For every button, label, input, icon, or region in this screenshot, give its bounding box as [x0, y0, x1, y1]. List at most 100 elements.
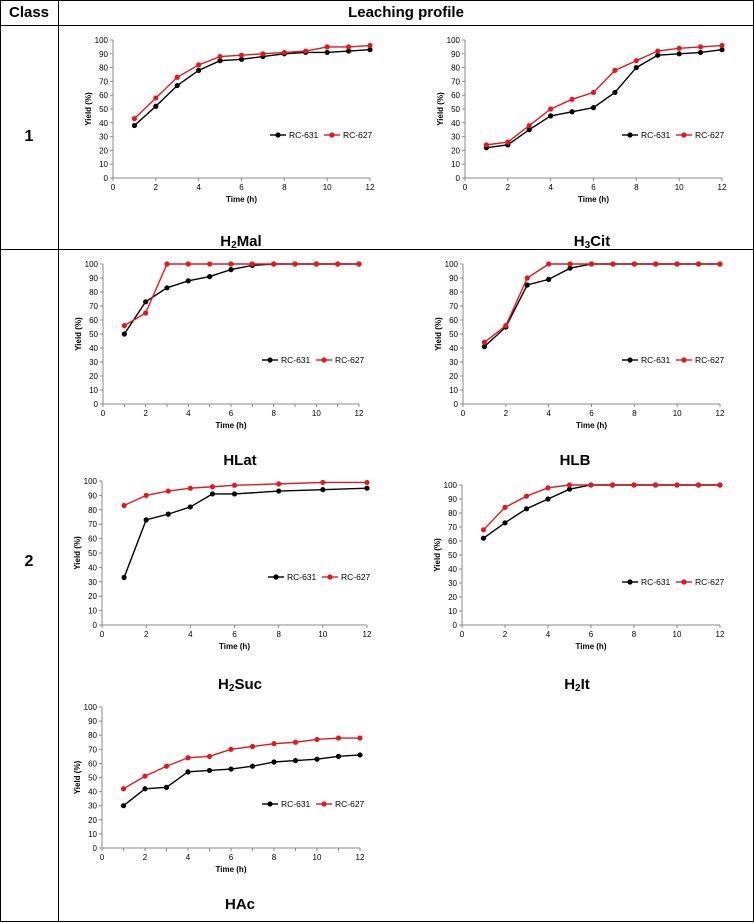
h2it-series-rc-627-point — [609, 482, 616, 488]
hlat-x-tick-label: 8 — [271, 409, 276, 418]
hac-series-rc-627-point — [120, 786, 127, 792]
hac-y-tick-label: 50 — [88, 774, 97, 783]
hac-series-rc-627-point — [206, 753, 213, 759]
h2mal-series-rc-627-point — [131, 116, 138, 122]
caption-hlat: HLat — [160, 452, 320, 470]
h2it-series-rc-627-point — [502, 504, 508, 510]
hlat-x-tick-label: 0 — [101, 409, 106, 418]
hlb-y-tick-label: 80 — [449, 288, 458, 297]
h2suc-series-rc-627-point — [231, 482, 238, 488]
hac-series-rc-631-point — [185, 769, 191, 775]
hac-series-rc-627-point — [185, 755, 191, 761]
h2mal-y-tick-label: 90 — [99, 50, 108, 59]
h2mal-x-tick-label: 6 — [239, 183, 244, 192]
h2it-legend-rc-631-label: RC-631 — [641, 577, 671, 587]
hac-series-rc-631-line — [123, 754, 361, 807]
h2it-y-tick-label: 90 — [448, 495, 457, 504]
hlat-series-rc-631-point — [164, 285, 170, 291]
h3cit-series-rc-631-point — [526, 127, 532, 133]
hac-y-axis-title: Yield (%) — [73, 760, 82, 794]
h2mal-legend-rc-631-label: RC-631 — [289, 130, 319, 140]
h3cit-legend-rc-627-label: RC-627 — [695, 130, 725, 140]
h2it-series-rc-631-point — [545, 496, 551, 502]
hlat-series-rc-627-point — [207, 261, 213, 267]
hac-series-rc-627-point — [292, 739, 299, 745]
hlb-series-rc-631-point — [567, 265, 573, 271]
h2it-legend-rc-631-marker — [627, 579, 633, 585]
h2mal-series-rc-627-point — [303, 48, 309, 54]
hac-x-tick-label: 4 — [186, 853, 191, 862]
h2suc-x-axis-title: Time (h) — [219, 642, 250, 651]
hlat-series-rc-631-point — [207, 274, 213, 280]
h2it-series-rc-627-line — [482, 484, 720, 531]
hlb-y-axis-title: Yield (%) — [434, 317, 443, 351]
hlb-series-rc-627-point — [481, 339, 488, 345]
h2suc-series-rc-631-point — [187, 504, 193, 510]
hac-legend-rc-627-label: RC-627 — [335, 799, 365, 809]
h2mal-series-rc-631-point — [217, 58, 223, 64]
hlb-x-tick-label: 4 — [546, 409, 551, 418]
h2mal-series-rc-631-point — [196, 67, 202, 73]
hlb-y-tick-label: 100 — [445, 260, 459, 269]
hlat-series-rc-627-point — [313, 261, 319, 267]
hlb-y-tick-label: 30 — [449, 358, 458, 367]
hlat-y-tick-label: 60 — [89, 316, 98, 325]
caption-h2it: H2It — [497, 676, 657, 694]
hlb-series-rc-627-point — [524, 275, 530, 281]
h2mal-y-tick-label: 30 — [99, 133, 108, 142]
hlat-legend-rc-631-label: RC-631 — [281, 355, 311, 365]
h2it-y-tick-label: 40 — [448, 565, 457, 574]
h2suc-x-tick-label: 6 — [232, 630, 237, 639]
h2suc-legend-rc-627-marker — [327, 574, 333, 580]
hlb-x-tick-label: 2 — [504, 409, 509, 418]
hlb-y-tick-label: 0 — [454, 400, 459, 409]
hlb-series-rc-627-point — [653, 261, 659, 267]
h2suc-y-tick-label: 0 — [93, 621, 98, 630]
h2mal-series-rc-631-point — [174, 82, 180, 89]
hlat-series-rc-627-point — [185, 261, 191, 267]
h2mal-series-rc-631-point — [153, 103, 159, 109]
h2it-y-tick-label: 20 — [448, 593, 457, 602]
caption-h3cit-post: Cit — [590, 233, 611, 250]
h2it-y-tick-label: 80 — [448, 509, 457, 518]
hac-legend-rc-627-marker — [321, 801, 327, 807]
hlb-series-rc-627-point — [503, 323, 509, 329]
hac-series-rc-631-point — [249, 763, 256, 769]
hac-series-rc-631-point — [271, 759, 277, 765]
hac-y-tick-label: 80 — [88, 731, 97, 740]
h2it-x-tick-label: 2 — [503, 630, 508, 639]
h2mal-x-tick-label: 12 — [366, 183, 375, 192]
hac-series-rc-631-point — [314, 756, 320, 762]
h2mal-series-rc-631-point — [131, 122, 138, 129]
table-border-column-divider — [58, 0, 59, 922]
h2mal-y-tick-label: 50 — [99, 105, 108, 114]
h2it-series-rc-627-point — [717, 482, 723, 488]
h2it-x-tick-label: 8 — [632, 630, 637, 639]
table-border-bottom — [0, 921, 754, 922]
h2mal-x-tick-label: 10 — [323, 183, 332, 192]
hlat-series-rc-631-point — [185, 278, 191, 284]
hlb-series-rc-627-point — [674, 261, 680, 267]
hlb-series-rc-627-line — [483, 263, 720, 343]
h2mal-series-rc-627-point — [345, 44, 352, 50]
caption-h2suc-post: Suc — [234, 676, 262, 693]
h2suc-x-tick-label: 10 — [318, 630, 327, 639]
h3cit-series-rc-627-point — [612, 67, 618, 73]
hlb-legend-rc-627-marker — [681, 357, 687, 363]
h2it-series-rc-627-point — [566, 482, 573, 488]
h2suc-series-rc-631-point — [231, 491, 238, 497]
hac-series-rc-631-point — [228, 766, 234, 772]
h2it-legend-rc-627-marker — [681, 579, 687, 585]
hlat-y-tick-label: 50 — [89, 330, 98, 339]
h2mal-series-rc-627-point — [238, 52, 245, 58]
caption-hlb: HLB — [495, 452, 655, 470]
h3cit-series-rc-631-point — [548, 113, 554, 119]
h3cit-legend-rc-631-marker — [627, 132, 633, 138]
h2it-y-tick-label: 30 — [448, 579, 457, 588]
h3cit-series-rc-627-point — [569, 96, 575, 102]
h3cit-x-tick-label: 0 — [463, 183, 468, 192]
hlat-y-tick-label: 20 — [89, 372, 98, 381]
hac-series-rc-631-point — [357, 752, 363, 758]
hlat-series-rc-627-point — [356, 261, 362, 267]
